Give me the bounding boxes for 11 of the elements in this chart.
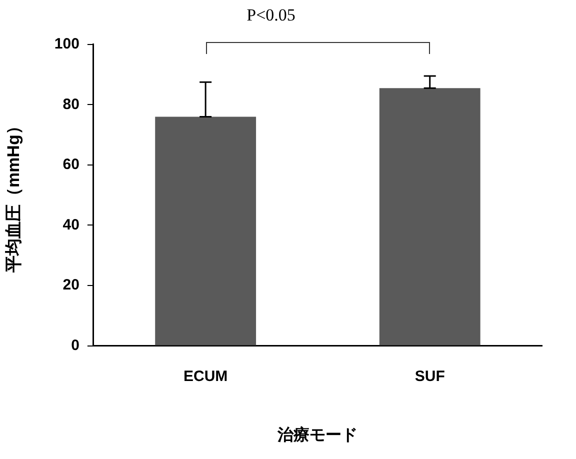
- x-tick-label: SUF: [414, 368, 445, 385]
- chart-title: P<0.05: [246, 6, 296, 25]
- y-tick-label: 20: [62, 276, 80, 294]
- y-axis-title: 平均血圧（mmHg）: [4, 118, 23, 274]
- y-tick-label: 40: [62, 216, 80, 234]
- x-axis-title: 治療モード: [276, 426, 358, 444]
- y-tick-label: 60: [62, 156, 80, 174]
- y-tick-label: 100: [54, 36, 80, 53]
- x-tick-label: ECUM: [183, 368, 228, 385]
- y-tick-label: 0: [71, 336, 80, 354]
- y-tick-label: 80: [62, 96, 80, 113]
